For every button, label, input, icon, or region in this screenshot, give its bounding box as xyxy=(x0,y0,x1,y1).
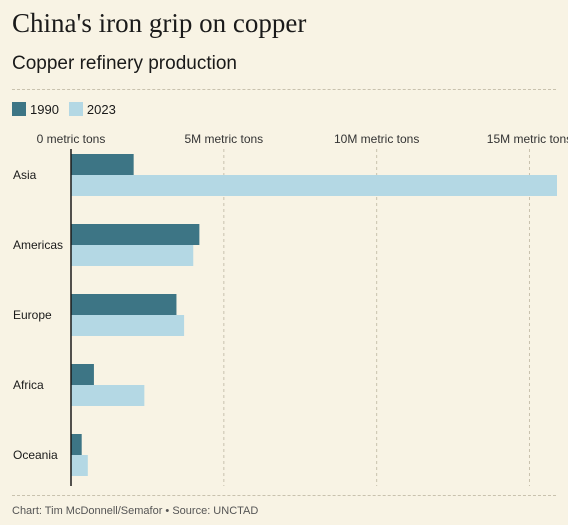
bottom-divider xyxy=(12,495,556,496)
x-tick-label-0: 0 metric tons xyxy=(37,132,106,146)
legend: 1990 2023 xyxy=(12,100,126,118)
category-label-europe: Europe xyxy=(13,308,52,322)
bar-asia-2023 xyxy=(71,175,557,196)
chart-source-credit: Chart: Tim McDonnell/Semafor • Source: U… xyxy=(12,505,259,517)
legend-label-2023: 2023 xyxy=(86,101,116,117)
x-tick-label-1: 5M metric tons xyxy=(184,132,263,146)
bar-chart: 0 metric tons 5M metric tons 10M metric to… xyxy=(13,132,568,486)
chart-title: China's iron grip on copper xyxy=(12,8,307,38)
x-tick-label-3: 15M metric tons xyxy=(487,132,568,146)
category-label-africa: Africa xyxy=(13,378,44,392)
bar-americas-1990 xyxy=(71,224,200,245)
chart-subtitle: Copper refinery production xyxy=(12,53,237,74)
x-tick-label-2: 10M metric tons xyxy=(334,132,419,146)
legend-item-2023: 2023 xyxy=(68,101,116,117)
category-label-oceania: Oceania xyxy=(13,448,58,462)
bar-africa-2023 xyxy=(71,385,145,406)
bar-asia-1990 xyxy=(71,154,134,175)
bar-oceania-1990 xyxy=(71,434,82,455)
legend-label-1990: 1990 xyxy=(30,101,59,117)
category-label-asia: Asia xyxy=(13,168,37,182)
legend-item-1990: 1990 xyxy=(12,102,59,117)
legend-swatch-2023 xyxy=(68,102,83,116)
legend-swatch-1990 xyxy=(12,102,26,116)
bar-europe-1990 xyxy=(71,294,177,315)
bar-africa-1990 xyxy=(71,364,94,385)
top-divider xyxy=(12,89,556,90)
bar-oceania-2023 xyxy=(71,455,88,476)
bar-europe-2023 xyxy=(71,315,185,336)
bar-americas-2023 xyxy=(71,245,194,266)
category-label-americas: Americas xyxy=(13,238,63,252)
